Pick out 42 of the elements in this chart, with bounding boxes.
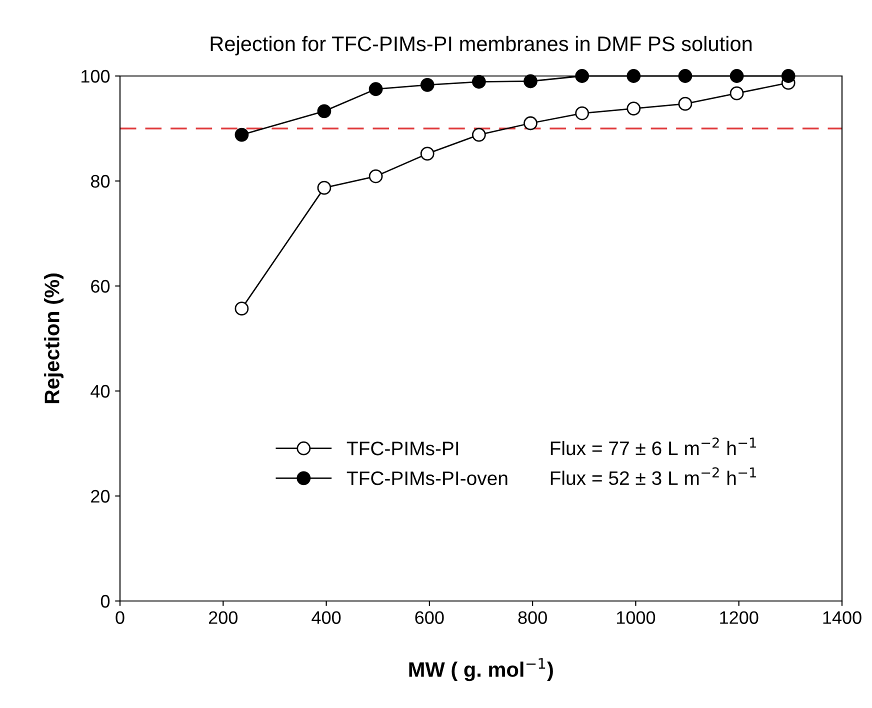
point [317,180,332,195]
y-axis-title: Rejection (%) [44,274,64,404]
point [368,169,383,184]
point [317,104,332,118]
point [575,106,590,120]
legend-label: TFC-PIMs-PI [346,442,458,456]
x-tick-label: 0 [116,611,124,624]
x-tick-label: 1000 [617,611,656,624]
point [420,78,434,92]
x-tick-label: 1200 [720,611,758,624]
point [781,69,796,83]
point [524,116,538,130]
x-tick-label: 400 [312,611,341,624]
point [524,74,538,88]
chart-title: Rejection for TFC-PIMs-PI membranes in DMF PS solution [210,36,752,56]
point [626,69,641,83]
y-tick-label: 40 [90,384,110,398]
point [368,82,383,96]
y-tick-label: 80 [90,174,110,188]
y-tick-label: 60 [91,280,110,293]
x-axis-title: MW ( g. mol$^{−1}$) [409,658,553,682]
x-tick-label: 1400 [823,611,862,624]
y-tick-label: 0 [100,594,110,608]
annotation: Flux = 52 ± 3 L m$^{−2}$ h$^{−1}$ [550,467,756,486]
point [472,128,486,142]
point [678,69,692,83]
x-tick-label: 800 [518,611,547,624]
point [730,86,744,100]
x-tick-label: 600 [415,611,444,624]
point [575,69,590,83]
y-tick-label: 100 [82,70,110,83]
point [678,96,692,111]
point [730,69,744,83]
point [234,302,249,316]
point [626,102,641,116]
point [420,146,434,161]
legend-label: TFC-PIMs-PI-oven [346,471,508,486]
x-tick-label: 200 [208,611,238,624]
y-tick-label: 20 [91,490,110,503]
point [234,128,249,142]
annotation: Flux = 77 ± 6 L m$^{−2}$ h$^{−1}$ [550,437,756,456]
point [472,74,486,89]
